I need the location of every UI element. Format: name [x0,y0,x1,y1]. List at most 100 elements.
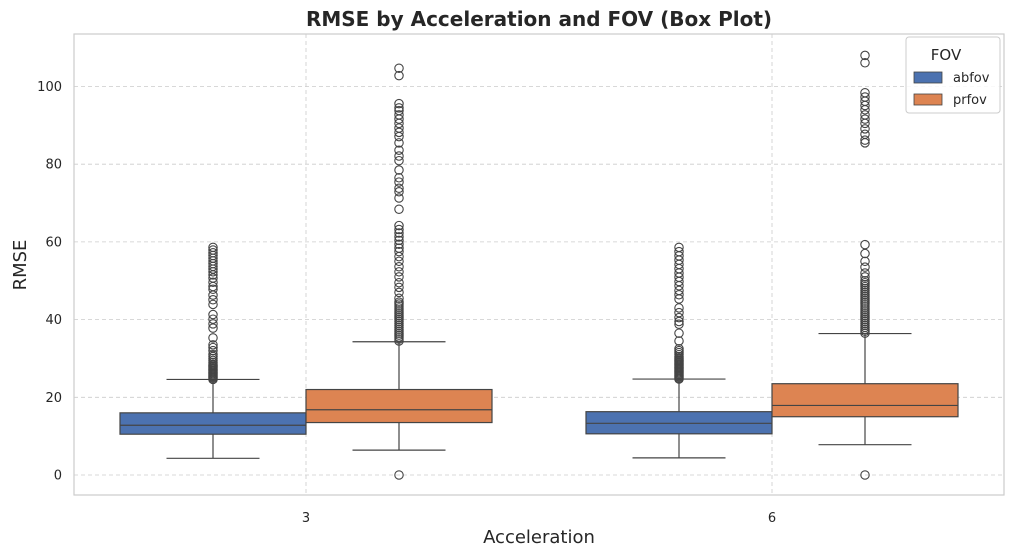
box-prfov-3 [305,63,493,480]
outlier-point [394,98,404,109]
outlier-point [394,224,404,235]
outlier-point [394,246,404,257]
legend-swatch-prfov [913,93,943,106]
outlier-point [394,470,404,480]
box-series [119,50,959,480]
y-axis-ticks: 0 20 40 60 80 100 [37,80,62,484]
outlier-point [674,246,684,257]
outlier-point [860,114,870,124]
outlier-point [394,183,404,194]
outlier-point [394,204,404,215]
outlier-point [394,239,404,249]
outlier-point [394,165,404,175]
outlier-point [394,173,404,183]
box-prfov-6 [771,50,959,480]
legend-title: FOV [931,46,962,64]
box-abfov-6 [585,242,773,459]
outlier-point [208,309,218,320]
outlier-point [394,267,404,277]
y-tick-label: 80 [45,158,62,173]
outlier-point [208,314,218,324]
outlier-point [860,110,870,120]
outlier-point [860,268,870,278]
outlier-point [208,284,218,295]
x-tick-label: 6 [768,511,776,526]
y-tick-label: 20 [45,391,62,406]
outlier-point [208,349,218,360]
outlier-point [860,275,870,286]
outlier-point [674,319,684,330]
outlier-point [674,336,684,346]
y-tick-label: 40 [45,313,62,328]
outlier-point [208,248,218,258]
outlier-point [394,228,404,238]
outlier-point [394,232,404,242]
legend-swatch-abfov [913,71,943,84]
outlier-point [394,256,404,267]
outlier-point [860,256,870,267]
outlier-point [860,92,870,102]
outlier-point [394,177,404,187]
outlier-point [394,193,404,203]
outlier-point [208,342,218,353]
outlier-point [674,307,684,318]
outlier-point [208,299,218,310]
outlier-point [860,58,870,68]
outlier-point [208,245,218,255]
x-axis-label: Acceleration [483,527,595,548]
outlier-point [394,220,404,231]
outlier-point [394,145,404,155]
outlier-point [394,272,404,282]
outlier-point [860,87,870,98]
outlier-point [394,235,404,246]
outlier-point [394,138,404,148]
outlier-point [860,50,870,61]
y-tick-label: 100 [37,80,62,95]
outlier-point [394,243,404,253]
iqr-box [771,383,959,418]
outlier-point [860,129,870,140]
outlier-point [674,343,684,354]
outlier-point [394,151,404,161]
y-tick-label: 0 [54,469,62,484]
x-tick-label: 3 [302,511,310,526]
legend: FOV abfov prfov [905,36,1001,114]
outlier-point [394,63,404,73]
y-axis-label: RMSE [10,240,31,291]
outlier-point [674,312,684,323]
legend-label-prfov: prfov [953,93,987,108]
outlier-point [208,333,218,343]
outlier-point [860,262,870,272]
outlier-point [394,105,404,116]
outlier-point [860,135,870,145]
iqr-box [119,412,307,435]
outlier-point [208,295,218,305]
iqr-box [305,388,493,424]
outlier-point [394,70,404,81]
box-abfov-3 [119,242,307,459]
outlier-point [208,345,218,356]
outlier-point [394,277,404,288]
outlier-point [394,282,404,293]
outlier-point [860,470,870,480]
outlier-point [394,110,404,120]
outlier-point [394,155,404,166]
plot-area-frame [73,33,1005,496]
outlier-point [860,124,870,134]
outlier-point [208,242,218,253]
outlier-point [674,328,684,338]
outlier-point [394,187,404,197]
grid-lines [74,34,1004,495]
outlier-point [860,272,870,282]
outlier-point [394,103,404,113]
outlier-point [394,287,404,298]
outlier-point [208,319,218,329]
chart-title: RMSE by Acceleration and FOV (Box Plot) [306,7,772,31]
outlier-point [394,262,404,272]
outlier-point [394,293,404,303]
legend-label-abfov: abfov [953,71,990,86]
outlier-point [394,297,404,307]
y-tick-label: 60 [45,235,62,250]
outlier-point [860,239,870,250]
